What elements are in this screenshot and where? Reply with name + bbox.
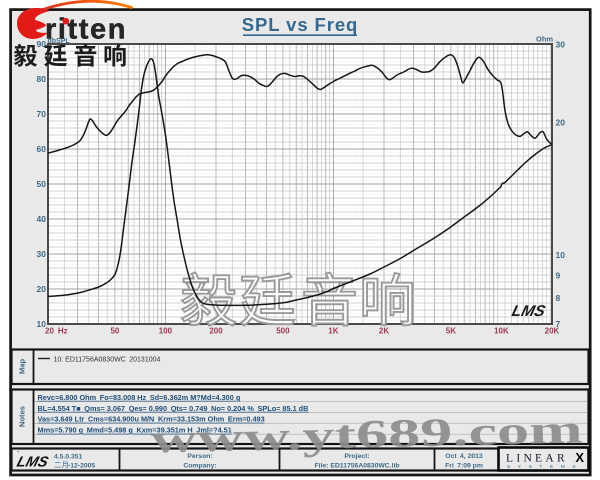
svg-text:8: 8 bbox=[556, 293, 561, 303]
svg-text:100: 100 bbox=[159, 327, 173, 336]
svg-text:File: ED11756A0830WC.lib: File: ED11756A0830WC.lib bbox=[315, 463, 400, 470]
svg-text:50: 50 bbox=[37, 179, 47, 189]
svg-text:4.5.0.351: 4.5.0.351 bbox=[54, 454, 83, 461]
svg-text:Ohm: Ohm bbox=[536, 35, 553, 44]
svg-text:20 Hz: 20 Hz bbox=[45, 327, 68, 336]
svg-text:Mms=5.790 g Mmd=5.498 g Kxm=39: Mms=5.790 g Mmd=5.498 g Kxm=39.351m H Jm… bbox=[38, 426, 232, 435]
svg-text:www.yt689.com: www.yt689.com bbox=[150, 406, 583, 461]
svg-text:30: 30 bbox=[556, 40, 566, 50]
svg-text:10: 10 bbox=[556, 250, 566, 260]
svg-text:5K: 5K bbox=[446, 327, 456, 336]
svg-text:80: 80 bbox=[37, 74, 47, 84]
svg-text:20: 20 bbox=[37, 284, 47, 294]
svg-text:10: 10 bbox=[37, 319, 47, 329]
svg-text:BL=4.554 T■ Qms= 3.067 Qes= 0.: BL=4.554 T■ Qms= 3.067 Qes= 0.990 Qts= 0… bbox=[38, 404, 309, 413]
svg-text:500: 500 bbox=[276, 327, 290, 336]
svg-text:Fri 7:09 pm: Fri 7:09 pm bbox=[445, 463, 483, 470]
svg-text:Oct 4, 2013: Oct 4, 2013 bbox=[445, 453, 483, 460]
svg-text:X: X bbox=[575, 450, 584, 465]
svg-text:Person:: Person: bbox=[187, 453, 212, 460]
svg-text:LINEAR: LINEAR bbox=[506, 453, 568, 465]
svg-text:Vas=3.649 Ltr Cms=634.900u M/N: Vas=3.649 Ltr Cms=634.900u M/N Krm=33.15… bbox=[38, 415, 265, 424]
svg-text:Map: Map bbox=[18, 359, 27, 375]
svg-text:20: 20 bbox=[556, 117, 566, 127]
svg-text:ritten: ritten bbox=[45, 14, 127, 46]
svg-text:Notes: Notes bbox=[18, 406, 27, 427]
svg-text:7: 7 bbox=[556, 319, 561, 329]
svg-text:200: 200 bbox=[209, 327, 223, 336]
svg-text:1K: 1K bbox=[328, 327, 338, 336]
svg-text:50: 50 bbox=[110, 327, 119, 336]
svg-text:9: 9 bbox=[556, 271, 561, 281]
svg-text:10K: 10K bbox=[494, 327, 509, 336]
svg-text:dbSPL: dbSPL bbox=[48, 38, 71, 45]
svg-text:SPL vs Freq: SPL vs Freq bbox=[242, 14, 359, 35]
svg-text:20K: 20K bbox=[545, 327, 560, 336]
svg-text:Revc=6.800 Ohm Fo=83.008 Hz Sd: Revc=6.800 Ohm Fo=83.008 Hz Sd=6.362m M?… bbox=[38, 393, 241, 402]
svg-text:60: 60 bbox=[37, 144, 47, 154]
svg-text:40: 40 bbox=[37, 214, 47, 224]
svg-text:70: 70 bbox=[37, 109, 47, 119]
svg-text:10: ED11756A0830WC 20131004: 10: ED11756A0830WC 20131004 bbox=[54, 357, 161, 364]
svg-text:Company:: Company: bbox=[183, 463, 216, 470]
svg-text:2K: 2K bbox=[379, 327, 389, 336]
svg-text:Project:: Project: bbox=[344, 453, 369, 460]
svg-text:90: 90 bbox=[37, 39, 47, 49]
svg-text:30: 30 bbox=[37, 249, 47, 259]
svg-text:-12-2005: -12-2005 bbox=[68, 463, 95, 470]
svg-text:SYSTEMS: SYSTEMS bbox=[507, 464, 583, 470]
